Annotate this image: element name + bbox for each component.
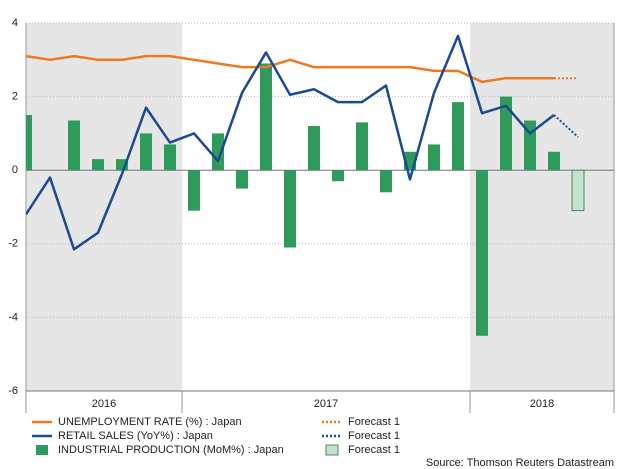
y-tick-label: -4 bbox=[8, 311, 18, 323]
bar bbox=[548, 151, 560, 171]
year-shade bbox=[470, 23, 614, 391]
line-series bbox=[553, 114, 579, 138]
year-shade bbox=[26, 23, 182, 391]
bar bbox=[308, 126, 320, 171]
bar bbox=[188, 170, 200, 211]
x-tick-label: 2016 bbox=[92, 398, 116, 410]
y-tick-label: 0 bbox=[12, 164, 18, 176]
bar bbox=[212, 133, 224, 171]
bar bbox=[284, 170, 296, 248]
x-tick-label: 2018 bbox=[530, 398, 554, 410]
bar bbox=[164, 144, 176, 171]
bar bbox=[571, 169, 585, 212]
source-note: Source: Thomson Reuters Datastream bbox=[426, 457, 614, 469]
x-tick-label: 2017 bbox=[314, 398, 338, 410]
bar bbox=[500, 96, 512, 171]
plot-area bbox=[26, 34, 585, 336]
bar bbox=[140, 133, 152, 171]
line-series bbox=[26, 54, 554, 84]
legend-label: INDUSTRIAL PRODUCTION (MoM%) : Japan bbox=[58, 444, 284, 456]
bar bbox=[116, 159, 128, 171]
bar bbox=[26, 115, 32, 171]
bar bbox=[356, 122, 368, 171]
bar bbox=[524, 120, 536, 171]
bar bbox=[92, 159, 104, 171]
legend-label: Forecast 1 bbox=[348, 430, 400, 442]
bar bbox=[428, 144, 440, 171]
line-series bbox=[26, 34, 555, 251]
bar bbox=[476, 170, 488, 336]
bar bbox=[236, 170, 248, 189]
bar bbox=[332, 170, 344, 182]
bar bbox=[68, 120, 80, 171]
y-tick-label: 4 bbox=[12, 17, 18, 29]
legend-swatch bbox=[36, 445, 48, 455]
y-tick-label: 2 bbox=[12, 91, 18, 103]
legend-label: UNEMPLOYMENT RATE (%) : Japan bbox=[58, 416, 242, 428]
legend-swatch bbox=[325, 444, 339, 456]
bar bbox=[260, 63, 272, 171]
legend-label: Forecast 1 bbox=[348, 444, 400, 456]
legend-label: RETAIL SALES (YoY%) : Japan bbox=[58, 430, 213, 442]
legend-label: Forecast 1 bbox=[348, 416, 400, 428]
y-tick-label: -2 bbox=[8, 238, 18, 250]
background: 2016 2017 2018 -6 -4 -2 0 2 4 bbox=[8, 17, 615, 413]
y-tick-label: -6 bbox=[8, 385, 18, 397]
bar bbox=[380, 170, 392, 193]
bar bbox=[452, 102, 464, 171]
